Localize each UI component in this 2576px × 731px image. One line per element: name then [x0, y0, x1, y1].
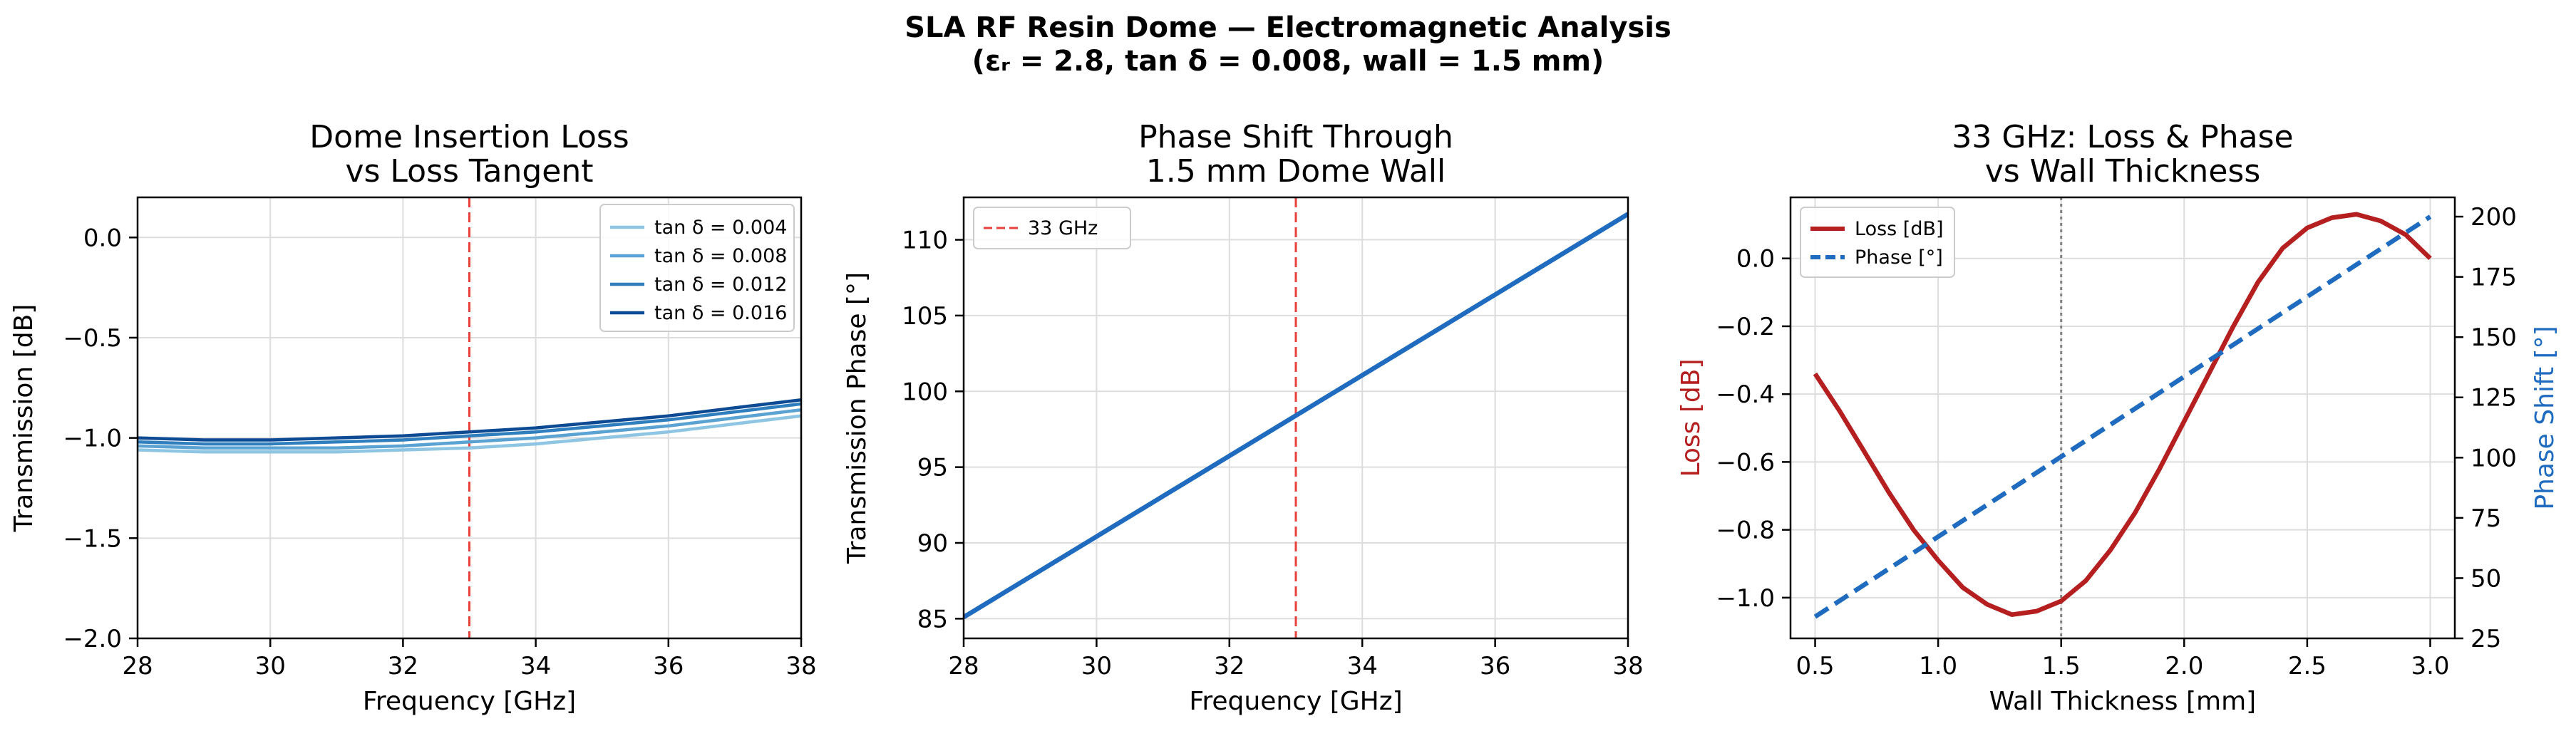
axes-frame [136, 196, 803, 640]
y-tick-label: −0.4 [1716, 380, 1775, 409]
y-axis-right-label: Phase Shift [°] [2530, 326, 2560, 509]
series-line-tan-0-008 [138, 408, 801, 450]
y-tick-label: 90 [917, 529, 948, 558]
y-tick-label: 105 [902, 302, 948, 331]
panel-title-line: Dome Insertion Loss [309, 119, 629, 155]
series-line-loss-db- [1813, 212, 2432, 617]
legend-label: tan δ = 0.016 [654, 302, 787, 324]
x-tick-label: 2.5 [2288, 652, 2327, 680]
y-tick-label: −0.2 [1716, 313, 1775, 341]
y-tick-label: −0.8 [1716, 517, 1775, 545]
x-tick-label: 36 [1480, 652, 1510, 680]
x-tick-label: 28 [948, 652, 979, 680]
y-tick-label: 0.0 [1736, 245, 1775, 274]
y-tick-label: 95 [917, 454, 948, 482]
axes-frame [962, 196, 1629, 640]
x-tick-label: 30 [255, 652, 286, 680]
x-axis-label: Frequency [GHz] [1189, 687, 1402, 716]
y-tick-label: 0.0 [83, 224, 122, 252]
x-tick-label: 3.0 [2411, 652, 2449, 680]
figure-title-line1: SLA RF Resin Dome — Electromagnetic Anal… [905, 11, 1671, 44]
x-tick-label: 34 [520, 652, 551, 680]
panel-title-line: Phase Shift Through [1138, 119, 1453, 155]
legend-label: tan δ = 0.004 [654, 217, 787, 239]
y-tick-label: −0.6 [1716, 448, 1775, 477]
plot-area [1813, 197, 2432, 638]
x-tick-label: 32 [1214, 652, 1245, 680]
y-tick-label: −1.0 [1716, 584, 1775, 613]
legend-label: Phase [°] [1855, 247, 1943, 269]
series-line-phase- [1813, 214, 2432, 619]
legend-label: tan δ = 0.008 [654, 245, 787, 267]
x-tick-label: 1.0 [1919, 652, 1957, 680]
y-tick-label: 110 [902, 227, 948, 255]
y-right-tick-label: 175 [2471, 264, 2517, 292]
y-right-tick-label: 200 [2471, 203, 2517, 232]
x-tick-label: 2.0 [2165, 652, 2203, 680]
x-tick-label: 38 [1612, 652, 1643, 680]
x-tick-label: 28 [122, 652, 153, 680]
x-tick-label: 34 [1347, 652, 1378, 680]
x-tick-label: 0.5 [1796, 652, 1834, 680]
x-tick-label: 38 [785, 652, 816, 680]
y-right-tick-label: 25 [2471, 625, 2501, 653]
y-right-tick-label: 50 [2471, 564, 2501, 593]
series-line-tan-0-012 [138, 402, 801, 446]
y-tick-label: 85 [917, 605, 948, 633]
y-tick-label: −1.0 [63, 425, 122, 453]
panel-title-line: vs Wall Thickness [1985, 153, 2261, 190]
x-tick-label: 36 [653, 652, 684, 680]
y-tick-label: 100 [902, 378, 948, 406]
series-line-tan-0-004 [138, 414, 801, 454]
y-right-tick-label: 100 [2471, 444, 2517, 472]
y-axis-label: Loss [dB] [1676, 358, 1706, 477]
y-tick-label: −1.5 [63, 524, 122, 553]
x-axis-label: Wall Thickness [mm] [1989, 687, 2256, 716]
y-axis-label: Transmission [dB] [9, 304, 38, 533]
y-axis-label: Transmission Phase [°] [843, 272, 872, 564]
y-tick-label: −2.0 [63, 625, 122, 653]
axes-frame [1789, 196, 2456, 640]
x-tick-label: 30 [1081, 652, 1112, 680]
plot-area [964, 197, 1628, 638]
series-line-phase [964, 212, 1628, 619]
legend-label: tan δ = 0.012 [654, 274, 787, 296]
y-right-tick-label: 125 [2471, 384, 2517, 413]
panel-title-line: 1.5 mm Dome Wall [1146, 153, 1446, 190]
x-axis-label: Frequency [GHz] [363, 687, 576, 716]
legend-box [599, 204, 795, 332]
y-right-tick-label: 75 [2471, 504, 2501, 533]
y-right-tick-label: 150 [2471, 323, 2517, 352]
series-line-tan-0-016 [138, 398, 801, 442]
figure-title-line2: (εᵣ = 2.8, tan δ = 0.008, wall = 1.5 mm) [972, 45, 1604, 78]
legend-box [1800, 207, 1955, 278]
legend-label: Loss [dB] [1855, 218, 1944, 240]
x-tick-label: 1.5 [2042, 652, 2081, 680]
legend-box [973, 207, 1131, 249]
plot-area [138, 197, 801, 638]
panel-title-line: 33 GHz: Loss & Phase [1952, 119, 2293, 155]
legend-label: 33 GHz [1028, 217, 1098, 239]
x-tick-label: 32 [388, 652, 418, 680]
y-tick-label: −0.5 [63, 324, 122, 353]
panel-title-line: vs Loss Tangent [345, 153, 593, 190]
